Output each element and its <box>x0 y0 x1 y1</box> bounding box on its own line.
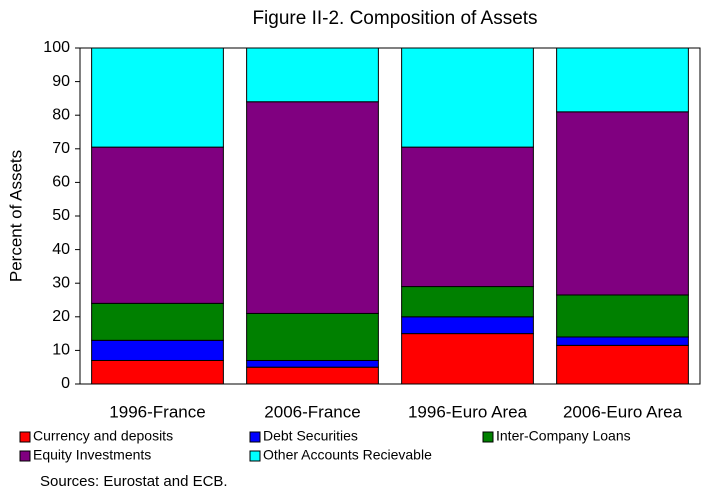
x-tick-label: 2006-France <box>264 402 360 421</box>
plot-frame <box>79 47 701 385</box>
y-tick-label: 70 <box>52 140 70 157</box>
legend-swatch <box>249 431 261 443</box>
y-axis-label: Percent of Assets <box>6 150 25 282</box>
legend-label: Inter-Company Loans <box>496 428 631 444</box>
bar-segment <box>401 146 534 288</box>
y-tick-label: 10 <box>52 342 70 359</box>
bar-segment <box>556 336 689 346</box>
bar-segment <box>91 302 224 341</box>
bar-segment <box>91 146 224 304</box>
legend-swatch <box>482 431 494 443</box>
legend-swatch <box>19 450 31 462</box>
y-tick-label: 40 <box>52 241 70 258</box>
bar-segment <box>401 47 534 148</box>
legend-label: Equity Investments <box>33 447 151 463</box>
bar-segment <box>246 47 379 103</box>
bar-segment <box>246 359 379 368</box>
bar-segment <box>91 359 224 385</box>
y-tick-label: 80 <box>52 106 70 123</box>
x-tick-label: 1996-France <box>109 402 205 421</box>
bar-segment <box>401 286 534 318</box>
legend-swatch <box>19 431 31 443</box>
legend-label: Currency and deposits <box>33 428 173 444</box>
y-tick-label: 60 <box>52 174 70 191</box>
y-tick-label: 100 <box>43 39 70 56</box>
legend-label: Other Accounts Recievable <box>263 447 432 463</box>
bar-segment <box>246 101 379 314</box>
x-tick-label: 2006-Euro Area <box>563 402 683 421</box>
y-tick-label: 50 <box>52 207 70 224</box>
bar-segment <box>556 47 689 113</box>
bar-segment <box>401 333 534 385</box>
bar-segment <box>91 47 224 148</box>
y-tick-label: 20 <box>52 308 70 325</box>
bar-segment <box>556 294 689 338</box>
bar-segment <box>401 316 534 335</box>
y-tick-label: 90 <box>52 73 70 90</box>
bar-segment <box>556 111 689 296</box>
source-note: Sources: Eurostat and ECB. <box>40 473 228 490</box>
bar-segment <box>246 366 379 385</box>
bar-segment <box>91 339 224 361</box>
legend-label: Debt Securities <box>263 428 358 444</box>
chart-title: Figure II-2. Composition of Assets <box>252 8 537 29</box>
x-tick-label: 1996-Euro Area <box>408 402 528 421</box>
y-tick-label: 30 <box>52 274 70 291</box>
bar-segment <box>246 312 379 361</box>
bar-segment <box>556 344 689 385</box>
y-tick-label: 0 <box>61 375 70 392</box>
legend-swatch <box>249 450 261 462</box>
